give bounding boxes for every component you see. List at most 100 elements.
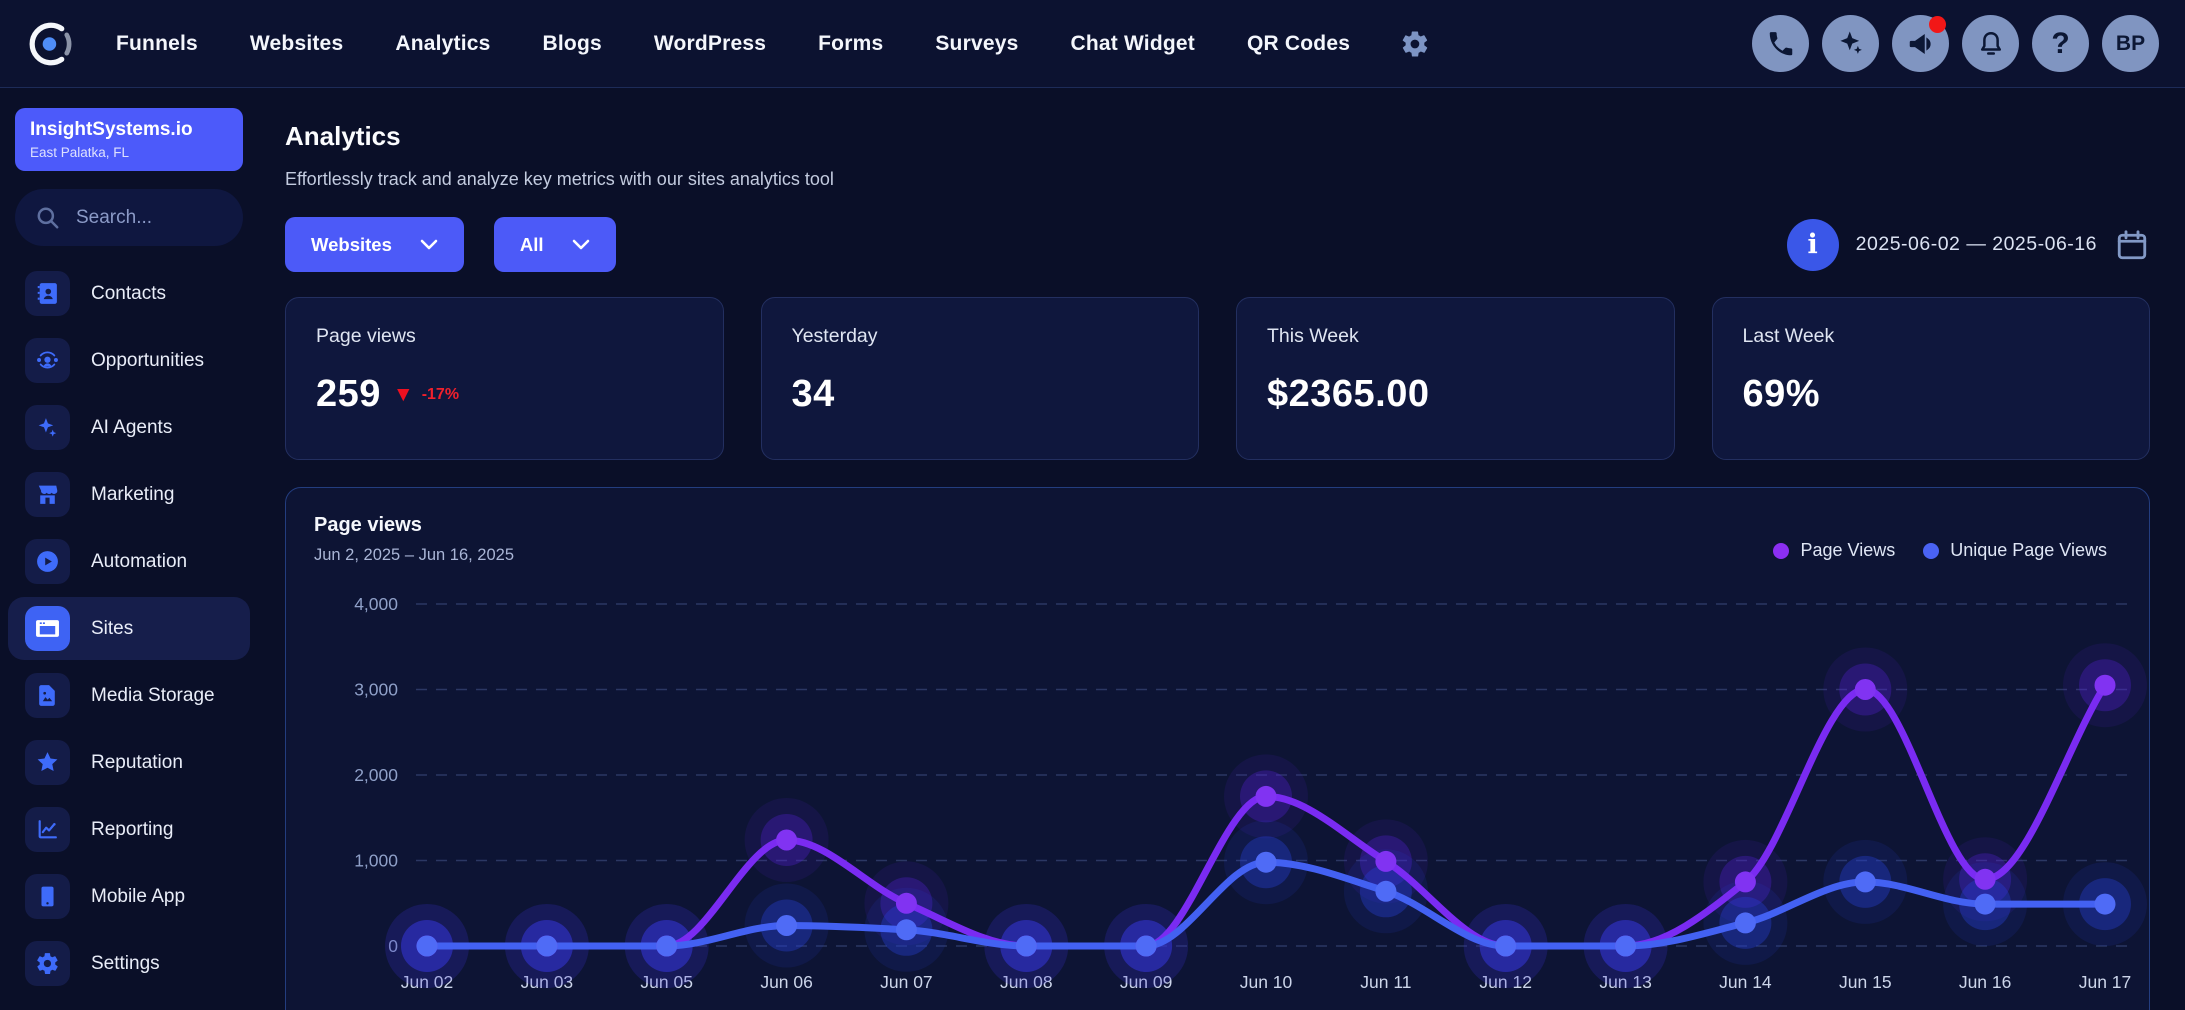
svg-text:Jun 11: Jun 11 (1360, 972, 1411, 992)
opportunities-icon (25, 338, 70, 383)
svg-text:0: 0 (388, 936, 398, 956)
stat-label: Page views (316, 325, 416, 348)
calendar-icon[interactable] (2114, 227, 2150, 263)
svg-text:Jun 10: Jun 10 (1240, 972, 1293, 992)
announcements-icon[interactable] (1892, 15, 1949, 72)
sidebar-item-label: Marketing (91, 483, 175, 505)
svg-text:Jun 15: Jun 15 (1839, 972, 1892, 992)
site-type-dropdown-value: Websites (311, 233, 392, 255)
svg-text:Jun 16: Jun 16 (1959, 972, 2012, 992)
page-views-line-chart: 0 1,000 2,000 3,000 4,000 Jun 02 Jun 03 Jun 05 J… (354, 594, 2147, 992)
account-location: East Palatka, FL (30, 145, 130, 160)
sidebar-item-settings[interactable]: Settings (0, 930, 258, 997)
stat-value: 34 (791, 373, 835, 416)
svg-text:3,000: 3,000 (354, 680, 398, 700)
date-range-value[interactable]: 2025-06-02 — 2025-06-16 (1855, 233, 2097, 256)
site-type-dropdown[interactable]: Websites (285, 217, 464, 273)
svg-text:Jun 06: Jun 06 (760, 972, 813, 992)
nav-item-analytics[interactable]: Analytics (395, 31, 491, 55)
sidebar-item-media-storage[interactable]: Media Storage (0, 662, 258, 729)
info-icon[interactable]: i (1786, 218, 1839, 271)
info-glyph: i (1807, 229, 1818, 261)
sidebar-item-label: Reporting (91, 818, 174, 840)
media-storage-icon (25, 673, 70, 718)
page-views-chart-panel: Page views Jun 2, 2025 – Jun 16, 2025 Pa… (285, 487, 2150, 1010)
nav-settings-gear-icon[interactable] (1400, 29, 1430, 59)
page-title: Analytics (285, 121, 401, 151)
marketing-icon (25, 472, 70, 517)
nav-item-blogs[interactable]: Blogs (542, 31, 602, 55)
app-logo-icon[interactable] (26, 19, 76, 69)
stat-value: 259 (316, 373, 381, 416)
stat-value: $2365.00 (1267, 373, 1430, 416)
notification-badge (1929, 16, 1946, 33)
sidebar-item-sites[interactable]: Sites (0, 595, 258, 662)
nav-item-wordpress[interactable]: WordPress (653, 31, 767, 55)
main-content: Analytics Effortlessly track and analyze… (285, 88, 2150, 1010)
notifications-icon[interactable] (1962, 15, 2019, 72)
sidebar-item-label: Sites (91, 617, 134, 639)
stat-value: 69% (1742, 373, 1821, 416)
stat-label: This Week (1267, 325, 1359, 348)
nav-item-forms[interactable]: Forms (818, 31, 884, 55)
top-navigation-bar: Funnels Websites Analytics Blogs WordPress Fo… (0, 0, 2185, 88)
nav-item-websites[interactable]: Websites (249, 31, 344, 55)
sidebar-item-label: Settings (91, 952, 160, 974)
nav-item-qr-codes[interactable]: QR Codes (1246, 31, 1351, 55)
svg-text:Jun 02: Jun 02 (401, 972, 454, 992)
sidebar-item-label: Media Storage (91, 684, 215, 706)
settings-icon (25, 941, 70, 986)
svg-text:2,000: 2,000 (354, 765, 398, 785)
svg-text:Jun 03: Jun 03 (521, 972, 574, 992)
stat-card-last-week: Last Week 69% (1711, 297, 2150, 461)
svg-text:Jun 07: Jun 07 (880, 972, 933, 992)
sidebar-item-contacts[interactable]: Contacts (0, 260, 258, 327)
svg-text:Jun 13: Jun 13 (1599, 972, 1652, 992)
search-placeholder: Search... (76, 206, 153, 228)
help-icon[interactable]: ? (2032, 15, 2089, 72)
sidebar: InsightSystems.io East Palatka, FL Searc… (0, 88, 258, 1010)
page-subtitle: Effortlessly track and analyze key metri… (285, 169, 834, 190)
reputation-icon (25, 740, 70, 785)
sidebar-item-reputation[interactable]: Reputation (0, 729, 258, 796)
search-icon (35, 205, 61, 231)
legend-dot-icon (1923, 542, 1940, 559)
svg-text:4,000: 4,000 (354, 594, 398, 614)
nav-item-chat-widget[interactable]: Chat Widget (1070, 31, 1195, 55)
chevron-down-icon (572, 240, 589, 250)
contacts-icon (25, 271, 70, 316)
sites-icon (25, 606, 70, 651)
sidebar-item-label: Opportunities (91, 349, 205, 371)
ai-assistant-icon[interactable] (1822, 15, 1879, 72)
stat-delta: ▼ -17% (392, 383, 460, 407)
stats-row: Page views 259 ▼ -17% Yesterday 34 This Week $2… (285, 297, 2150, 461)
range-dropdown-value: All (519, 233, 544, 255)
sidebar-item-label: AI Agents (91, 416, 173, 438)
date-range-group: i 2025-06-02 — 2025-06-16 (1786, 218, 2150, 271)
sidebar-item-ai-agents[interactable]: AI Agents (0, 394, 258, 461)
svg-text:Jun 05: Jun 05 (640, 972, 693, 992)
ai-agents-icon (25, 405, 70, 450)
sidebar-item-automation[interactable]: Automation (0, 528, 258, 595)
primary-nav: Funnels Websites Analytics Blogs WordPress Fo… (116, 32, 1350, 56)
phone-icon[interactable] (1752, 15, 1809, 72)
sidebar-item-label: Contacts (91, 282, 166, 304)
user-avatar[interactable]: BP (2102, 15, 2159, 72)
sidebar-item-marketing[interactable]: Marketing (0, 461, 258, 528)
nav-item-funnels[interactable]: Funnels (116, 31, 198, 55)
sidebar-item-opportunities[interactable]: Opportunities (0, 327, 258, 394)
range-dropdown[interactable]: All (493, 217, 616, 273)
nav-item-surveys[interactable]: Surveys (935, 31, 1019, 55)
topbar-actions: ? BP (1752, 15, 2159, 72)
legend-item-page-views[interactable]: Page Views (1773, 540, 1895, 561)
sidebar-item-reporting[interactable]: Reporting (0, 796, 258, 863)
account-switcher[interactable]: InsightSystems.io East Palatka, FL (15, 108, 243, 171)
avatar-initials: BP (2115, 31, 2146, 55)
filter-row: Websites All i 2025-06-02 — 2025-06-16 (285, 217, 2150, 273)
legend-dot-icon (1773, 542, 1790, 559)
legend-item-unique-page-views[interactable]: Unique Page Views (1923, 540, 2107, 561)
svg-text:Jun 09: Jun 09 (1120, 972, 1173, 992)
sidebar-item-mobile-app[interactable]: Mobile App (0, 863, 258, 930)
sidebar-search-input[interactable]: Search... (15, 189, 243, 246)
svg-text:Jun 12: Jun 12 (1479, 972, 1532, 992)
